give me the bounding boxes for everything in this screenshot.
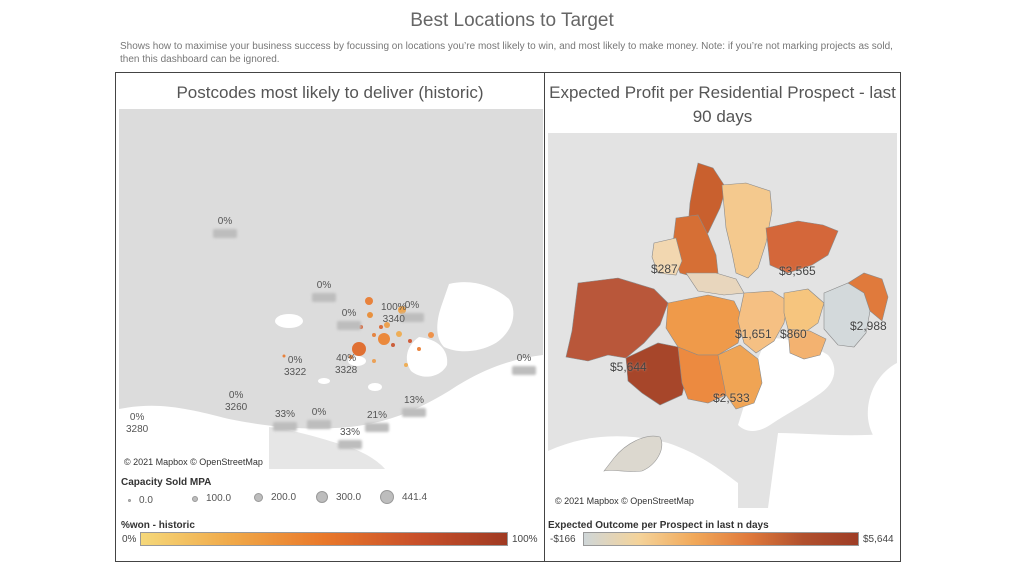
postcode-bubble-map[interactable]: 0% 0% 0% 0% 100% 3340 40% 3328 0% 3322 0% 32…	[119, 109, 543, 469]
postcode-label: 33%	[338, 427, 362, 449]
postcode-bubble[interactable]	[372, 333, 376, 337]
postcode-bubble[interactable]	[404, 363, 408, 367]
profit-choropleth-map[interactable]: $287 $3,565 $1,651 $860 $2,988 $5,644 $2…	[548, 133, 897, 508]
southern-ocean	[548, 436, 738, 508]
peninsula	[269, 427, 385, 469]
postcode-bubble[interactable]	[428, 332, 434, 338]
region-value-label: $2,533	[713, 391, 750, 405]
size-legend-item: 100.0	[192, 493, 231, 504]
region-value-label: $5,644	[610, 360, 647, 374]
postcode-bubble[interactable]	[349, 355, 353, 359]
color-legend-gradient	[583, 532, 859, 546]
postcode-bubble[interactable]	[391, 343, 395, 347]
postcode-bubble[interactable]	[372, 359, 376, 363]
postcode-region[interactable]	[565, 277, 669, 362]
postcode-bubble[interactable]	[417, 347, 421, 351]
profit-map-title: Expected Profit per Residential Prospect…	[549, 83, 896, 126]
dashboard-subtitle: Shows how to maximise your business succ…	[120, 41, 893, 65]
postcode-label: 13%	[402, 395, 426, 417]
corio-bay	[406, 337, 448, 377]
postcode-label: 40% 3328	[335, 353, 358, 376]
region-value-label: $1,651	[735, 327, 772, 341]
region-layer	[565, 162, 889, 410]
lake	[348, 356, 366, 366]
postcode-bubble[interactable]	[365, 297, 373, 305]
postcode-region[interactable]	[847, 272, 889, 322]
color-legend-gradient	[140, 532, 508, 546]
postcode-region[interactable]	[717, 344, 763, 410]
postcode-bubble[interactable]	[408, 339, 412, 343]
postcode-region[interactable]	[665, 294, 745, 356]
postcode-label: 0%	[337, 308, 361, 330]
map-attribution[interactable]: © 2021 Mapbox © OpenStreetMap	[553, 496, 696, 506]
color-legend-title: %won - historic	[121, 520, 195, 531]
size-legend-item: 300.0	[316, 491, 361, 503]
region-value-label: $860	[780, 327, 807, 341]
lake	[275, 314, 303, 328]
postcode-bubble[interactable]	[352, 342, 366, 356]
postcode-bubble[interactable]	[379, 325, 383, 329]
postcode-label: 100% 3340	[381, 302, 407, 325]
postcode-label: 0%	[213, 216, 237, 238]
postcode-map-canvas[interactable]	[119, 109, 543, 469]
postcode-label: 21%	[365, 410, 389, 432]
region-peninsula[interactable]	[603, 435, 662, 472]
postcode-bubble[interactable]	[378, 333, 390, 345]
port-phillip-bay	[437, 282, 514, 352]
size-legend-item: 441.4	[380, 490, 427, 504]
postcode-label: 33%	[273, 409, 297, 431]
region-value-label: $3,565	[779, 264, 816, 278]
profit-map-panel: Expected Profit per Residential Prospect…	[544, 72, 901, 562]
postcode-region[interactable]	[625, 342, 689, 406]
southern-ocean	[119, 355, 543, 469]
size-legend-title: Capacity Sold MPA	[121, 477, 212, 488]
postcode-region[interactable]	[737, 290, 789, 354]
size-legend-item: 0.0	[128, 495, 153, 506]
color-legend-max: $5,644	[863, 534, 894, 545]
postcode-label: 0%	[307, 407, 331, 429]
region-value-label: $2,988	[850, 319, 887, 333]
size-legend-item: 200.0	[254, 492, 296, 503]
postcode-bubble[interactable]	[367, 312, 373, 318]
postcode-label: 0% 3260	[225, 390, 248, 413]
postcode-map-panel: Postcodes most likely to deliver (histor…	[115, 72, 545, 562]
postcode-label: 0%	[512, 353, 536, 375]
postcode-label: 0% 3322	[284, 355, 307, 378]
color-legend-title: Expected Outcome per Prospect in last n …	[548, 520, 769, 531]
dashboard-title: Best Locations to Target	[410, 10, 614, 31]
postcode-bubble[interactable]	[398, 306, 406, 314]
color-legend-min: 0%	[122, 534, 137, 545]
postcode-region[interactable]	[787, 328, 827, 360]
postcode-label: 0% 3280	[126, 412, 149, 435]
postcode-map-title: Postcodes most likely to deliver (histor…	[176, 83, 484, 102]
postcode-region[interactable]	[721, 182, 773, 279]
postcode-bubble[interactable]	[282, 354, 286, 358]
postcode-label: 0%	[312, 280, 336, 302]
postcode-region[interactable]	[783, 288, 825, 334]
postcode-bubble[interactable]	[396, 331, 402, 337]
port-phillip-bay	[738, 338, 835, 431]
western-port	[867, 363, 897, 455]
color-legend-max: 100%	[512, 534, 538, 545]
lake	[318, 378, 330, 384]
map-attribution[interactable]: © 2021 Mapbox © OpenStreetMap	[122, 457, 265, 467]
bass-strait	[768, 433, 897, 508]
region-value-label: $287	[651, 262, 678, 276]
color-legend-min: -$166	[550, 534, 576, 545]
size-legend: 0.0 100.0 200.0 300.0 441.4	[124, 490, 544, 507]
lake	[368, 383, 382, 391]
profit-map-canvas[interactable]	[548, 133, 897, 508]
postcode-region[interactable]	[651, 237, 683, 276]
postcode-region[interactable]	[765, 220, 839, 274]
postcode-label: 0%	[400, 300, 424, 322]
postcode-bubble[interactable]	[384, 322, 390, 328]
